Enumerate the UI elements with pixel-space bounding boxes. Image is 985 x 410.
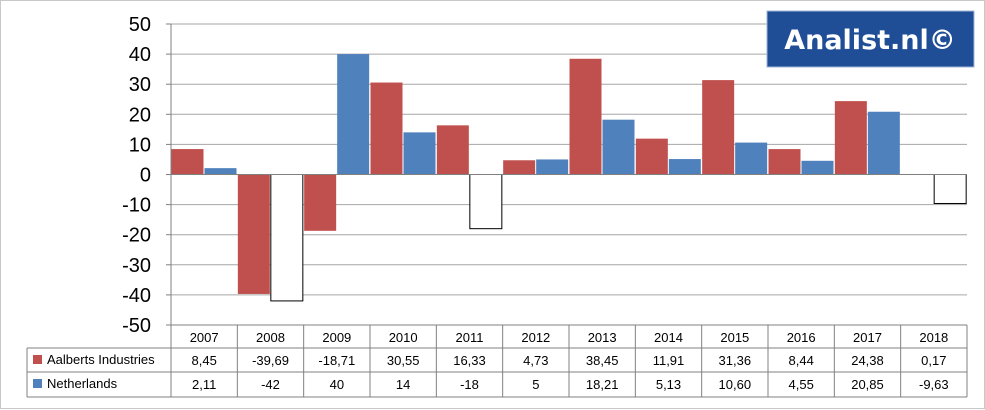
logo-text: Analist.nl© — [784, 25, 956, 56]
bar-aalberts — [237, 174, 270, 294]
data-label: 4,73 — [523, 353, 548, 368]
bar-aalberts — [171, 149, 204, 175]
y-tick-label: -50 — [122, 315, 151, 337]
x-tick-label: 2008 — [256, 330, 285, 345]
data-label: 14 — [396, 377, 410, 392]
data-label: 5,13 — [656, 377, 681, 392]
bar-netherlands — [337, 54, 370, 175]
x-tick-label: 2018 — [919, 330, 948, 345]
data-label: 5 — [532, 377, 539, 392]
data-label: 0,17 — [921, 353, 946, 368]
bar-netherlands — [933, 174, 967, 204]
bar-aalberts — [436, 125, 469, 175]
bar-aalberts — [635, 138, 668, 175]
data-label: 4,55 — [789, 377, 814, 392]
bar-netherlands — [403, 132, 436, 175]
y-tick-label: 40 — [129, 44, 151, 66]
y-tick-label: -20 — [122, 225, 151, 247]
y-tick-label: -40 — [122, 285, 151, 307]
x-tick-label: 2017 — [853, 330, 882, 345]
data-label: 40 — [330, 377, 344, 392]
bar-aalberts — [304, 174, 337, 231]
y-tick-label: 10 — [129, 134, 151, 156]
bar-netherlands — [867, 111, 900, 175]
data-label: 8,44 — [789, 353, 814, 368]
y-tick-label: 30 — [129, 74, 151, 96]
data-label: 8,45 — [192, 353, 217, 368]
x-tick-label: 2007 — [190, 330, 219, 345]
data-label: -39,69 — [252, 353, 289, 368]
bar-netherlands — [204, 168, 237, 175]
data-label: 18,21 — [586, 377, 619, 392]
data-label: 24,38 — [851, 353, 884, 368]
x-tick-label: 2009 — [322, 330, 351, 345]
bars — [171, 54, 967, 302]
y-tick-label: 20 — [129, 104, 151, 126]
y-tick-label: -10 — [122, 195, 151, 217]
bar-aalberts — [503, 160, 536, 175]
data-label: 11,91 — [653, 353, 685, 368]
y-tick-label: 0 — [140, 165, 151, 187]
bar-netherlands — [270, 174, 304, 302]
data-label: -42 — [261, 377, 280, 392]
logo-background — [766, 10, 975, 68]
y-tick-label: 50 — [129, 14, 151, 36]
data-label: 31,36 — [719, 353, 752, 368]
x-tick-label: 2010 — [389, 330, 418, 345]
data-table: 2007 2008 2009 2010 2011 2012 2013 2014 2015 2016… — [26, 324, 968, 398]
legend-label: Netherlands — [47, 376, 118, 391]
x-tick-label: 2015 — [720, 330, 749, 345]
legend-label: Aalberts Industries — [47, 352, 155, 367]
bar-aalberts — [702, 80, 735, 175]
bar-netherlands — [735, 142, 768, 175]
axes — [166, 23, 967, 326]
data-label: -18,71 — [318, 353, 355, 368]
x-tick-label: 2014 — [654, 330, 683, 345]
x-tick-label: 2011 — [456, 330, 484, 345]
bar-aalberts — [569, 58, 602, 175]
data-label: 10,60 — [719, 377, 752, 392]
legend-swatch — [33, 355, 42, 364]
bar-netherlands — [602, 119, 635, 175]
bar-aalberts — [768, 149, 801, 175]
data-label: 2,11 — [192, 377, 216, 392]
bar-aalberts — [370, 82, 403, 175]
data-label: -9,63 — [919, 377, 949, 392]
data-label: 38,45 — [586, 353, 619, 368]
x-tick-label: 2013 — [588, 330, 617, 345]
bar-aalberts — [834, 101, 867, 175]
bar-netherlands — [801, 160, 834, 175]
y-axis-tick-labels: 50 40 30 20 10 0 -10 -20 -30 -40 -50 — [122, 14, 151, 337]
data-label: 30,55 — [387, 353, 420, 368]
bar-netherlands — [668, 159, 701, 175]
x-tick-label: 2012 — [521, 330, 550, 345]
data-label: -18 — [460, 377, 479, 392]
y-tick-label: -30 — [122, 255, 151, 277]
bar-netherlands — [536, 159, 569, 175]
legend-swatch — [33, 379, 42, 388]
bar-netherlands — [469, 174, 503, 230]
data-label: 20,85 — [851, 377, 884, 392]
data-label: 16,33 — [453, 353, 486, 368]
analist-logo: Analist.nl© — [766, 10, 975, 68]
x-tick-label: 2016 — [787, 330, 816, 345]
